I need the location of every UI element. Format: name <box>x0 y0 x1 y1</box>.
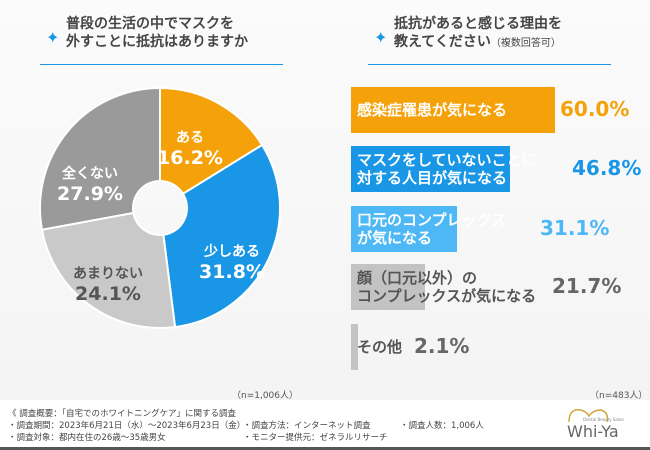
survey-footer: 《 調査概要：「自宅でのホワイトニングケア」に関する調査 ・調査期間：2023年… <box>0 400 650 448</box>
bottom-bar <box>0 447 650 450</box>
survey-summary: 《 調査概要：「自宅でのホワイトニングケア」に関する調査 <box>8 409 236 419</box>
pie-slice-0 <box>159 86 264 196</box>
sparkle-icon: ✦ <box>46 28 60 47</box>
bar-label-line: が気になる <box>357 229 433 247</box>
pie-category: ある <box>176 130 204 146</box>
bar-label-line: 口元のコンプレックス <box>357 211 507 229</box>
pie-label: あまりない 24.1% <box>73 264 143 304</box>
pie-slice-3 <box>39 86 161 231</box>
right-title: 抵抗があると感じる理由を 教えてください（複数回答可） <box>394 15 562 53</box>
pie-label: 全くない 27.9% <box>55 164 125 204</box>
bar <box>351 146 511 192</box>
bar <box>351 324 359 370</box>
survey-provider: ・モニター提供元：ゼネラルリサーチ <box>243 433 388 443</box>
bar-label: その他 <box>357 338 402 356</box>
pie-label: 少しある 31.8% <box>197 242 267 282</box>
logo-text: Whi-Ya <box>567 422 619 441</box>
logo-subtext: Dental Beauty Salon <box>583 417 624 422</box>
pie-value: 16.2% <box>157 147 223 169</box>
right-title-note: （複数回答可） <box>490 38 561 49</box>
pie-slice-2 <box>40 211 177 329</box>
survey-target: ・調査対象：都内在住の26歳～35歳男女 <box>8 433 166 443</box>
pie-value: 24.1% <box>75 283 141 305</box>
bar <box>351 264 425 310</box>
bar-label: 口元のコンプレックス が気になる <box>357 211 506 247</box>
bar-value: 60.0% <box>560 97 630 121</box>
survey-count: ・調査人数：1,006人 <box>400 421 484 431</box>
bar-label: 顔（口元以外）の コンプレックスが気になる <box>357 269 536 305</box>
bar-value: 2.1% <box>414 334 470 358</box>
left-title-line: 外すことに抵抗はありますか <box>66 34 248 50</box>
pie-category: 少しある <box>204 244 260 260</box>
pie-value: 31.8% <box>199 261 265 283</box>
right-sample-size: （n=483人） <box>590 391 648 401</box>
bar-label-line: 対する人目が気になる <box>357 169 508 187</box>
bar <box>351 87 555 133</box>
bar-label-line: 感染症罹患が気になる <box>357 101 508 119</box>
bar-label-line: コンプレックスが気になる <box>357 287 537 305</box>
pie-category: あまりない <box>73 266 143 282</box>
pie-value: 27.9% <box>57 183 123 205</box>
pie-label: ある 16.2% <box>155 128 225 168</box>
bar-label-line: 顔（口元以外）の <box>357 269 478 287</box>
right-title-line: 教えてください <box>394 34 491 50</box>
survey-method: ・調査方法：インターネット調査 <box>243 421 371 431</box>
tooth-logo-icon <box>568 409 609 423</box>
sparkle-icon: ✦ <box>374 28 388 47</box>
left-title: 普段の生活の中でマスクを 外すことに抵抗はありますか <box>66 15 248 51</box>
right-title-line: 抵抗があると感じる理由を <box>394 16 562 32</box>
survey-period: ・調査期間：2023年6月21日（水）～2023年6月23日（金） <box>8 421 246 431</box>
bar-label: マスクをしていないことに 対する人目が気になる <box>357 151 537 187</box>
left-underline <box>40 64 283 65</box>
bar-value: 31.1% <box>540 216 610 240</box>
right-underline <box>368 64 611 65</box>
pie-slice-1 <box>162 143 281 329</box>
bar-value: 21.7% <box>552 274 622 298</box>
left-sample-size: （n=1,006人） <box>232 391 299 401</box>
whiya-logo: Whi-Ya Dental Beauty Salon <box>565 404 625 444</box>
pie-category: 全くない <box>62 166 118 182</box>
bar-value: 46.8% <box>572 156 642 180</box>
bar <box>351 206 457 252</box>
left-title-line: 普段の生活の中でマスクを <box>66 16 234 32</box>
bar-label-line: マスクをしていないことに <box>357 151 537 169</box>
bar-label: 感染症罹患が気になる <box>357 101 507 119</box>
bar-label-line: その他 <box>357 338 403 356</box>
